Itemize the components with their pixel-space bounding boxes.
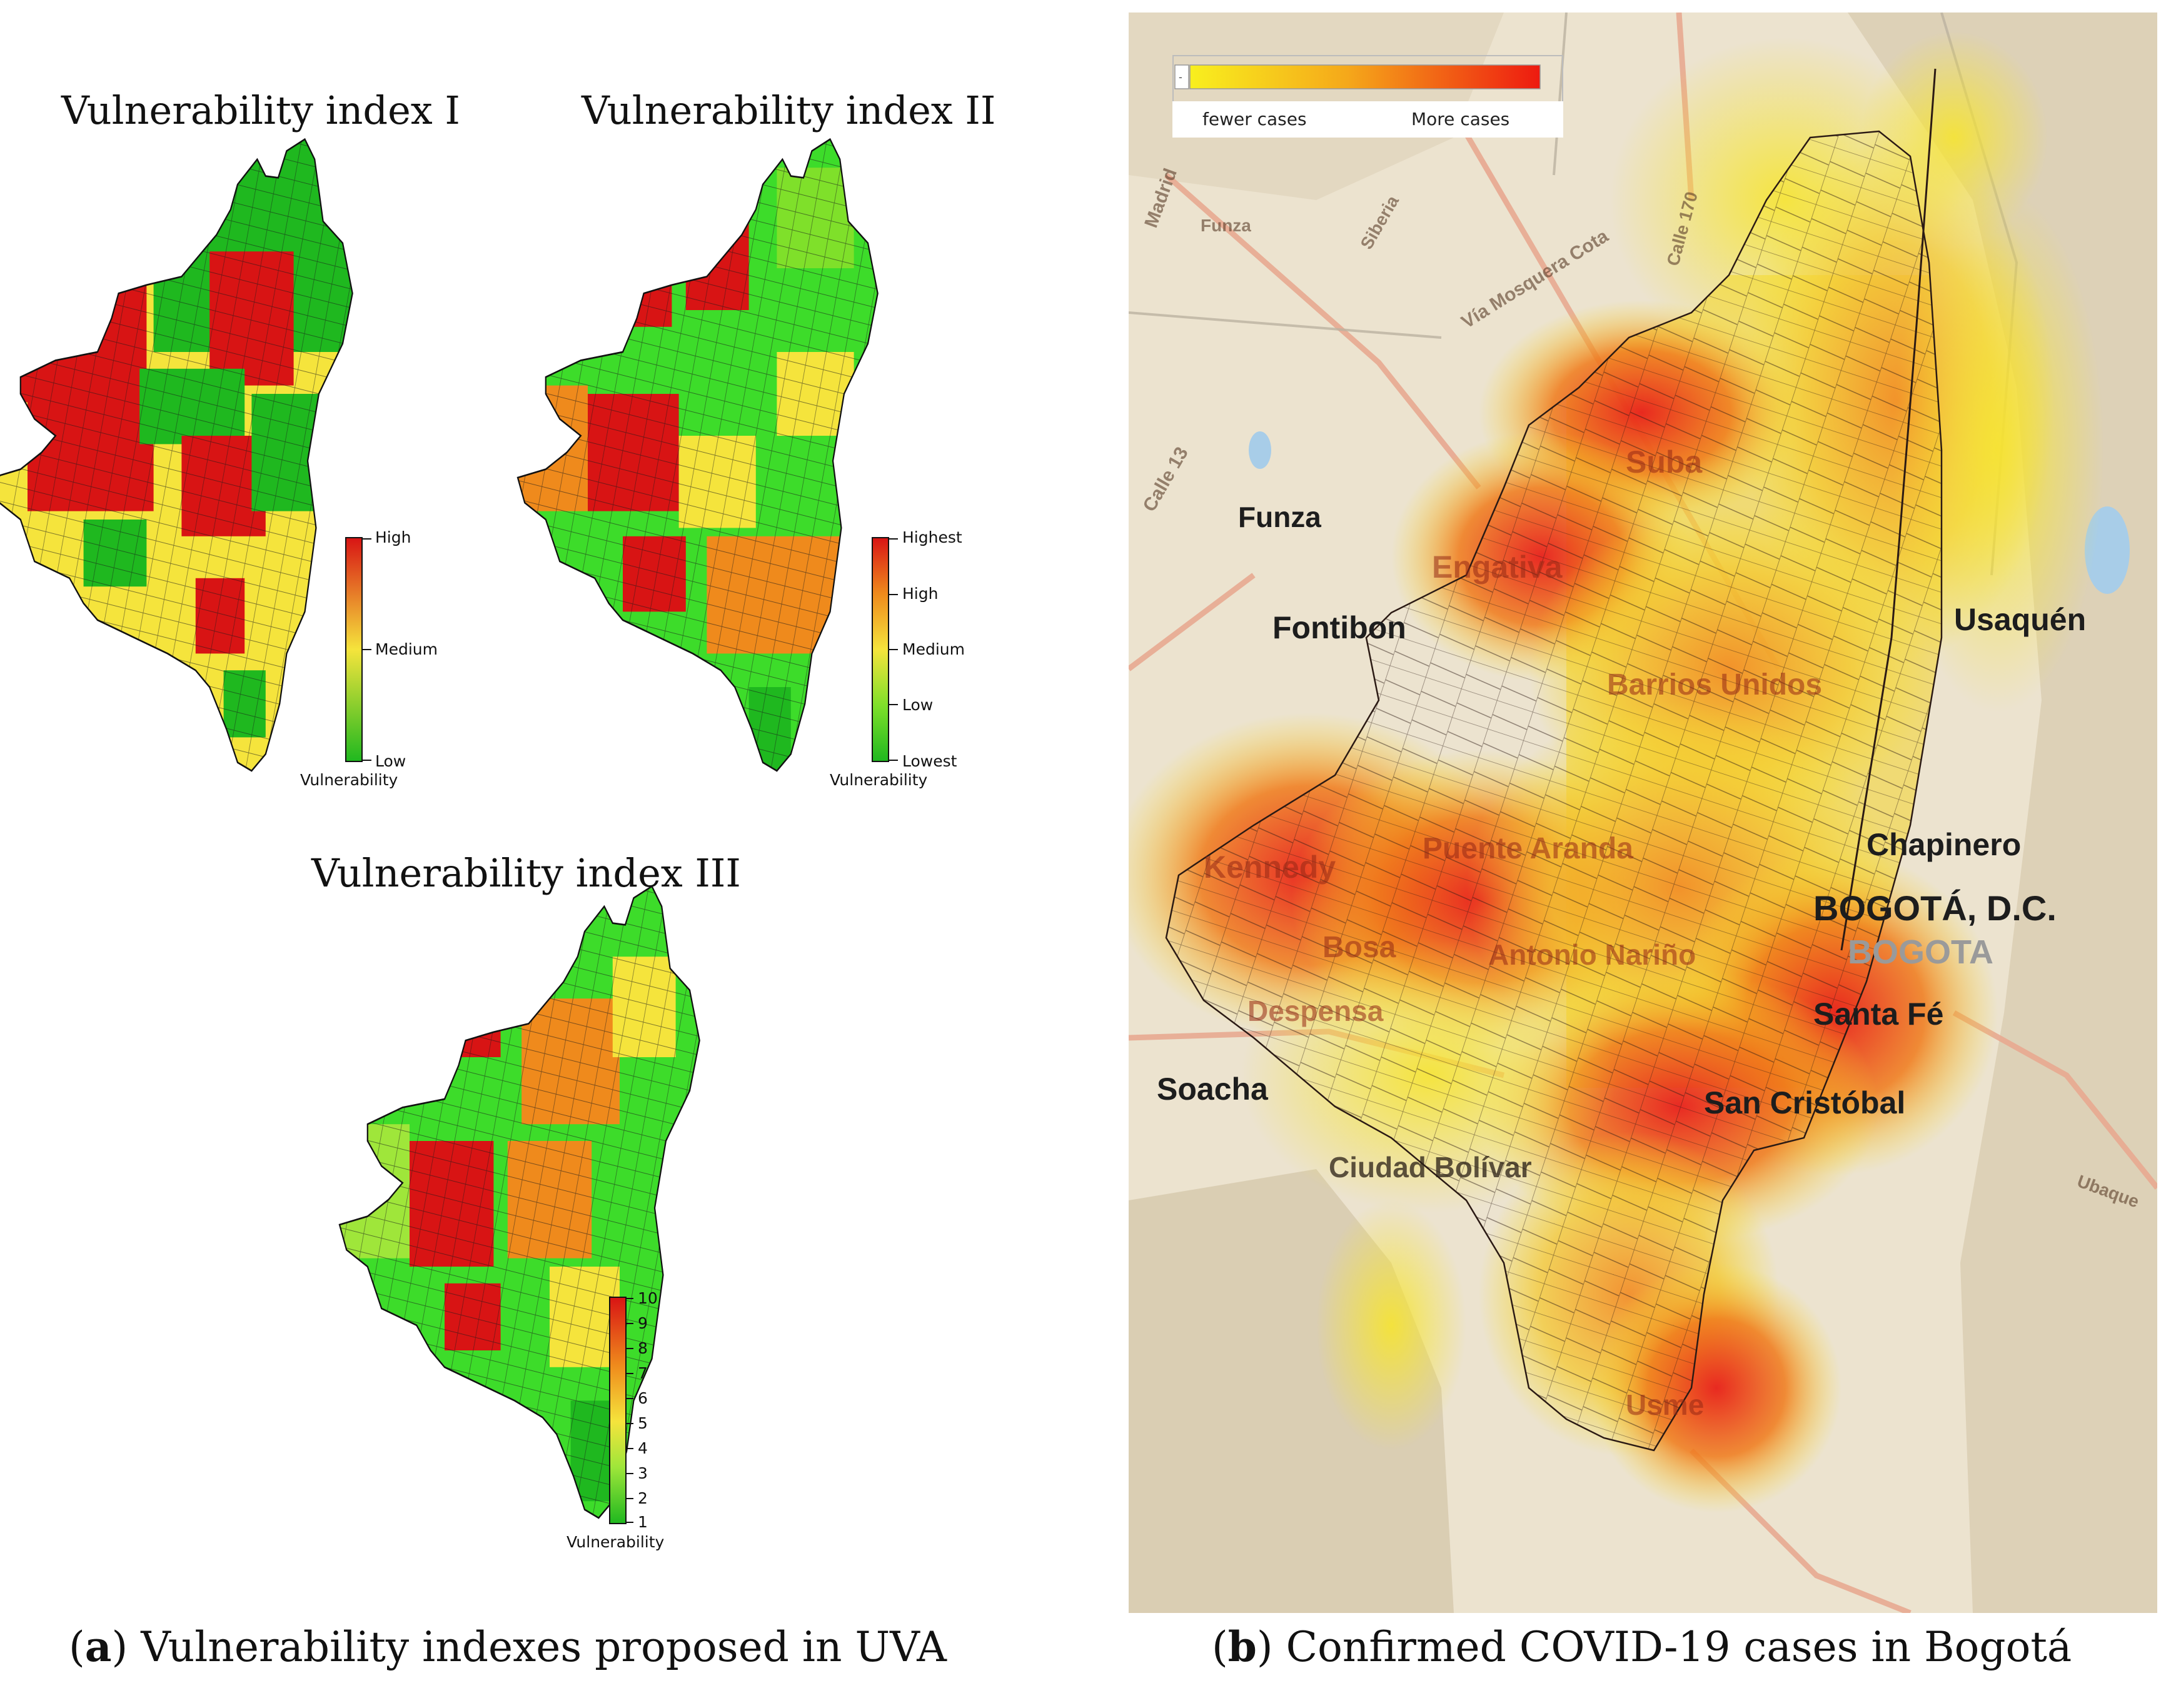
district-usme: Usme	[1626, 1389, 1705, 1421]
caption-b: (b) Confirmed COVID-19 cases in Bogotá	[1212, 1622, 2072, 1671]
map-index-1	[0, 138, 354, 772]
district-puente-aranda: Puente Aranda	[1423, 832, 1633, 865]
cbar2-tick-medium: Medium	[902, 640, 965, 658]
title-vulnerability-index-2: Vulnerability index II	[582, 88, 996, 133]
cbar3-tick: 4	[638, 1439, 648, 1457]
cbar3-tick: 1	[638, 1513, 648, 1531]
cbar3-tick: 7	[638, 1364, 648, 1382]
district-antonio-narino: Antonio Nariño	[1488, 938, 1696, 971]
cbar3-tick: 10	[638, 1289, 658, 1307]
cbar2-tick-highest: Highest	[902, 528, 962, 546]
cbar3-tick: 5	[638, 1414, 648, 1432]
cbar2-tick-high: High	[902, 585, 939, 603]
place-bogota: BOGOTA	[1848, 933, 1993, 971]
heatmap-legend: fewer cases More cases	[1172, 55, 1563, 138]
district-despensa: Despensa	[1247, 995, 1384, 1027]
district-kennedy: Kennedy	[1204, 850, 1336, 885]
legend-more-cases: More cases	[1411, 109, 1510, 129]
district-bosa: Bosa	[1322, 931, 1396, 964]
colorbar-index-1	[345, 537, 363, 762]
cbar1-tick-low: Low	[375, 752, 406, 770]
vulnerability-maps	[0, 138, 898, 1524]
place-san-cristobal: San Cristóbal	[1704, 1085, 1906, 1120]
cbar1-tick-medium: Medium	[375, 640, 438, 658]
place-fontibon: Fontibon	[1272, 610, 1406, 645]
cbar2-tick-lowest: Lowest	[902, 752, 957, 770]
cbar3-label: Vulnerability	[567, 1533, 665, 1551]
cbar3-tick: 9	[638, 1314, 648, 1332]
cbar2-tick-low: Low	[902, 696, 934, 714]
place-soacha: Soacha	[1157, 1072, 1268, 1107]
district-engativa: Engativa	[1432, 550, 1563, 585]
cbar3-tick: 8	[638, 1339, 648, 1357]
colorbar-index-3	[609, 1297, 627, 1524]
district-barrios-unidos: Barrios Unidos	[1607, 668, 1823, 701]
cbar1-label: Vulnerability	[300, 771, 398, 789]
place-santa-fe: Santa Fé	[1813, 997, 1944, 1032]
cbar3-tick: 2	[638, 1489, 648, 1507]
place-funza: Funza	[1238, 501, 1321, 533]
district-suba: Suba	[1626, 445, 1703, 480]
svg-text:-: -	[1179, 71, 1182, 83]
legend-fewer-cases: fewer cases	[1202, 109, 1307, 129]
caption-a: (a) Vulnerability indexes proposed in UV…	[69, 1622, 947, 1671]
title-vulnerability-index-3: Vulnerability index III	[311, 850, 741, 896]
place-bogota-dc: BOGOTÁ, D.C.	[1813, 888, 2057, 928]
colorbar-index-2	[872, 537, 889, 762]
map-index-3	[338, 885, 701, 1519]
road-funza: Funza	[1201, 216, 1251, 235]
map-index-2	[516, 138, 879, 772]
place-chapinero: Chapinero	[1866, 827, 2022, 862]
cbar3-tick: 3	[638, 1464, 648, 1482]
covid-heatmap: -	[1129, 13, 2157, 1613]
cbar3-tick: 6	[638, 1389, 648, 1407]
district-ciudad-bolivar: Ciudad Bolívar	[1329, 1151, 1532, 1183]
place-usaquen: Usaquén	[1954, 602, 2087, 637]
cbar2-label: Vulnerability	[830, 771, 928, 789]
title-vulnerability-index-1: Vulnerability index I	[61, 88, 460, 133]
cbar1-tick-high: High	[375, 528, 411, 546]
